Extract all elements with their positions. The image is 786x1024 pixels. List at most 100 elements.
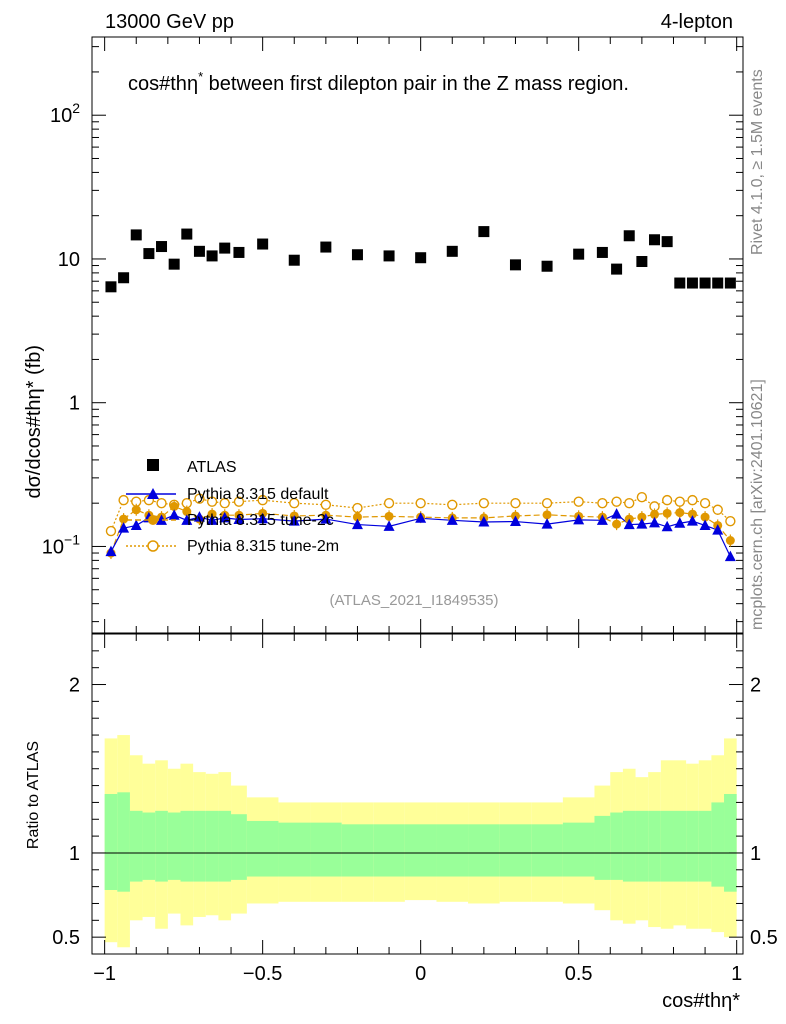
default-point [257,512,269,524]
tune2c-point [662,508,672,518]
tune2c-point [542,510,552,520]
ratio-inner-band-bin [310,822,342,877]
tune2m-point [257,494,268,506]
ratio-panel-frame [91,633,744,955]
ratio-inner-band-bin [117,792,130,892]
atlas-point [478,226,490,238]
default-point [181,514,193,525]
atlas-point [623,230,635,242]
default-point [724,550,736,562]
main-y-tick-label: 102 [50,100,80,127]
default-point [636,518,648,529]
ratio-inner-band-bin [468,824,500,877]
data-series-layer [105,226,736,562]
atlas-point [446,245,458,257]
ratio-inner-band-bin [142,812,156,880]
atlas-point [661,236,673,248]
ratio-inner-band-bin [622,810,636,882]
atlas-point [611,263,623,275]
default-point [712,524,724,535]
tune2c-point [119,514,129,524]
x-tick-label: 0 [415,963,426,985]
atlas-point [596,246,608,258]
atlas-point [130,229,142,241]
atlas-point [288,254,300,266]
default-point [446,514,458,525]
ratio-inner-band-bin [373,824,405,877]
ratio-y-tick-label-right: 1 [750,843,761,865]
tune2c-point [700,512,710,522]
default-point [206,514,218,525]
tune2m-point [233,496,245,507]
atlas-point [320,241,332,253]
tune2m-point [624,497,635,509]
ratio-y-tick-label-right: 2 [750,675,761,697]
atlas-point [219,242,231,254]
legend-atlas-label: ATLAS [187,459,237,476]
ratio-inner-band-bin [205,810,219,882]
ratio-inner-band-bin [104,794,118,890]
default-point [193,511,205,522]
x-tick-label: 1 [731,963,742,985]
ratio-inner-band-bin [193,810,206,882]
ratio-inner-band-bin [155,810,168,882]
atlas-point [383,250,395,262]
ratio-inner-band-bin [436,824,469,877]
default-point [541,518,553,529]
tune2c-point [169,501,179,511]
tune2m-point [105,525,117,537]
ratio-y-tick-label-right: 0.5 [750,927,778,949]
main-axis-ticks: 10−1 1 10 102 [42,37,743,633]
legend-tune2m-marker [147,540,159,552]
atlas-point [573,248,585,260]
x-tick-label: −1 [93,963,116,985]
default-point [219,511,231,523]
tune2c-point [687,509,697,519]
atlas-point [193,245,205,257]
default-point [623,518,635,530]
tune2c-point [352,512,362,522]
default-point [156,514,168,525]
tune2m-point [687,494,698,506]
default-point [105,545,117,557]
tune2m-point [478,497,490,509]
default-point [478,515,490,527]
ratio-uncertainty-bands [104,735,737,948]
default-point [351,518,363,530]
tune2m-point [541,497,553,509]
x-tick-label: −0.5 [243,963,282,985]
plot-title: cos#thη* between first dilepton pair in … [128,69,629,95]
atlas-point [649,234,661,246]
ratio-inner-band-bin [648,810,661,882]
ratio-inner-band-bin [724,794,737,892]
ratio-inner-band-bin [635,810,649,882]
ratio-y-tick-label-left: 2 [69,675,80,697]
atlas-point [168,258,180,270]
tune2m-point [725,515,736,527]
default-point [130,519,142,530]
analysis-id-label: (ATLAS_2021_I1849535) [329,592,498,609]
tune2c-point [612,519,622,529]
default-point [383,520,395,531]
tune2c-point [675,508,685,518]
ratio-inner-band-bin [341,824,374,877]
atlas-point [156,241,168,253]
ratio-inner-band-bin [673,810,687,882]
ratio-inner-band-bin [167,812,181,880]
mcplots-label: mcplots.cern.ch [arXiv:2401.10621] [749,379,766,630]
tune2m-point [573,496,584,507]
legend-default-marker [147,488,159,499]
tune2m-point [289,497,300,509]
ratio-inner-band-bin [231,814,247,880]
default-point [661,520,673,532]
default-point [320,513,332,524]
legend-atlas-marker [147,459,159,471]
ratio-inner-band-bin [499,824,532,877]
tune2m-point [611,496,622,507]
tune2c-point [207,509,217,519]
ratio-inner-band-bin [218,810,232,882]
atlas-point [712,277,724,289]
main-y-axis-label: dσ/dcos#thη* (fb) [23,345,45,499]
ratio-inner-band-bin [711,802,725,887]
atlas-point [724,277,736,289]
